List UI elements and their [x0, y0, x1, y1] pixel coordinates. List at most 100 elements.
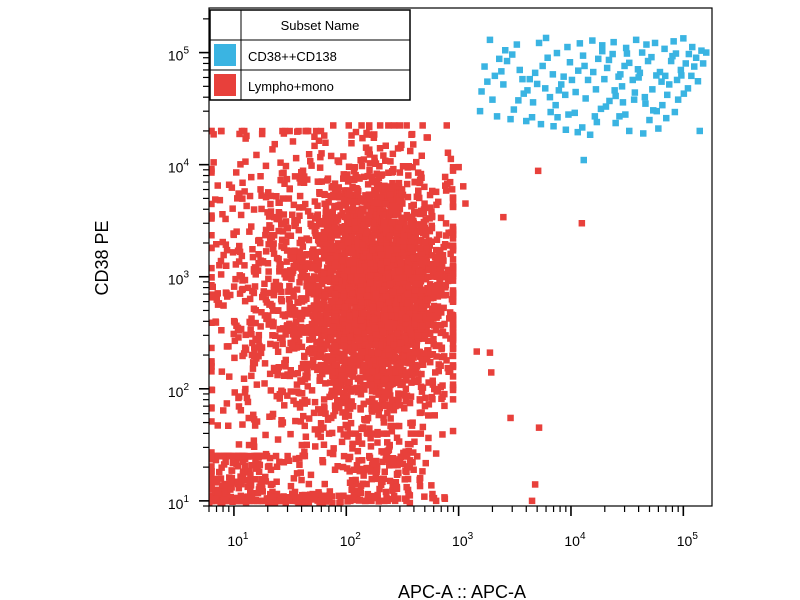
data-point-lympho-mono: [376, 280, 383, 288]
data-point-lympho-mono: [381, 376, 389, 383]
data-point-lympho-mono: [315, 406, 322, 413]
data-point-lympho-mono: [369, 249, 376, 256]
data-point-lympho-mono: [332, 253, 339, 260]
data-point-lympho-mono: [395, 394, 402, 401]
data-point-lympho-mono: [282, 274, 290, 281]
data-point-lympho-mono: [235, 484, 243, 492]
data-point-lympho-mono: [449, 334, 457, 342]
data-point-cd38-cd138: [632, 36, 640, 44]
data-point-lympho-mono: [368, 430, 375, 437]
data-point-lympho-mono: [331, 466, 339, 473]
data-point-lympho-mono: [426, 281, 434, 288]
data-point-lympho-mono: [411, 245, 418, 252]
data-point-lympho-mono: [248, 331, 255, 338]
data-point-cd38-cd138: [631, 89, 639, 96]
data-point-lympho-mono: [242, 331, 249, 339]
data-point-lympho-mono: [357, 211, 365, 218]
data-point-lympho-mono: [270, 282, 278, 290]
data-point-lympho-mono: [394, 188, 401, 195]
data-point-cd38-cd138: [595, 55, 602, 63]
data-point-lympho-mono: [331, 224, 339, 231]
data-point-lympho-mono: [285, 346, 293, 354]
data-point-lympho-mono: [323, 318, 330, 325]
data-point-lympho-mono: [322, 498, 330, 505]
data-point-lympho-mono: [226, 373, 233, 380]
data-point-lympho-mono: [273, 490, 281, 498]
data-point-lympho-mono: [412, 313, 419, 321]
data-point-lympho-mono: [219, 238, 226, 246]
data-point-lympho-mono: [247, 326, 254, 334]
data-point-lympho-mono: [277, 159, 284, 166]
data-point-lympho-mono: [253, 452, 261, 460]
data-point-lympho-mono: [340, 336, 348, 343]
data-point-lympho-mono: [380, 394, 388, 402]
data-point-lympho-mono: [343, 214, 350, 222]
data-point-lympho-mono: [252, 496, 259, 504]
data-point-lympho-mono: [209, 264, 215, 272]
data-point-lympho-mono: [418, 359, 426, 366]
data-point-lympho-mono: [321, 200, 328, 207]
data-point-lympho-mono: [389, 487, 396, 494]
data-point-lympho-mono: [314, 202, 321, 209]
data-point-lympho-mono: [299, 243, 307, 250]
data-point-lympho-mono: [272, 452, 280, 460]
data-point-cd38-cd138: [516, 66, 523, 74]
data-point-lympho-mono: [426, 351, 433, 359]
data-point-lympho-mono: [424, 337, 432, 345]
data-point-lympho-mono: [231, 389, 238, 396]
data-point-lympho-mono: [293, 470, 301, 477]
data-point-lympho-mono: [296, 461, 303, 468]
data-point-lympho-mono: [425, 412, 432, 419]
data-point-lympho-mono: [393, 246, 401, 253]
data-point-lympho-mono: [243, 132, 250, 140]
data-point-lympho-mono: [403, 468, 410, 476]
data-point-lympho-mono: [301, 499, 309, 506]
data-point-lympho-mono: [406, 399, 414, 407]
data-point-lympho-mono: [392, 229, 399, 236]
data-point-lympho-mono: [310, 357, 317, 364]
data-point-lympho-mono: [449, 340, 457, 347]
data-point-cd38-cd138: [549, 71, 557, 78]
data-point-lympho-mono: [318, 178, 325, 185]
data-point-lympho-mono: [366, 253, 373, 260]
data-point-lympho-mono: [353, 297, 360, 305]
data-point-lympho-mono: [436, 278, 444, 285]
data-point-cd38-cd138: [684, 85, 692, 92]
data-point-lympho-mono: [422, 248, 429, 255]
data-point-lympho-mono: [387, 415, 394, 422]
data-point-lympho-mono: [267, 208, 275, 215]
data-point-lympho-mono: [284, 392, 291, 399]
data-point-lympho-mono: [332, 388, 339, 396]
data-point-cd38-cd138: [574, 128, 581, 136]
data-point-cd38-cd138: [680, 90, 688, 97]
data-point-lympho-mono: [370, 232, 378, 239]
data-point-cd38-cd138: [626, 59, 633, 67]
data-point-cd38-cd138: [568, 76, 576, 84]
data-point-lympho-mono: [346, 316, 353, 323]
data-point-lympho-mono: [284, 311, 292, 318]
data-point-lympho-mono: [364, 181, 372, 188]
data-point-lympho-mono: [361, 330, 368, 337]
data-point-lympho-mono: [331, 378, 339, 385]
data-point-lympho-mono: [378, 321, 385, 328]
data-point-lympho-mono: [209, 497, 213, 505]
data-point-lympho-mono: [347, 286, 354, 293]
data-point-lympho-mono: [432, 188, 440, 196]
data-point-lympho-mono: [321, 480, 328, 488]
data-point-lympho-mono: [421, 238, 429, 246]
data-point-cd38-cd138: [661, 45, 668, 53]
data-point-lympho-mono: [406, 352, 414, 359]
data-point-lympho-mono: [421, 402, 429, 410]
data-point-lympho-mono: [358, 122, 365, 129]
data-point-lympho-mono: [283, 322, 291, 329]
data-point-lympho-mono: [287, 270, 295, 277]
data-point-lympho-mono: [418, 263, 426, 270]
data-point-lympho-mono: [578, 220, 586, 227]
data-point-lympho-mono: [289, 287, 297, 295]
data-point-lympho-mono: [407, 393, 415, 400]
data-point-lympho-mono: [429, 305, 436, 312]
data-point-lympho-mono: [449, 396, 457, 403]
data-point-cd38-cd138: [576, 40, 584, 47]
data-point-lympho-mono: [402, 385, 410, 392]
data-point-lympho-mono: [280, 372, 288, 379]
